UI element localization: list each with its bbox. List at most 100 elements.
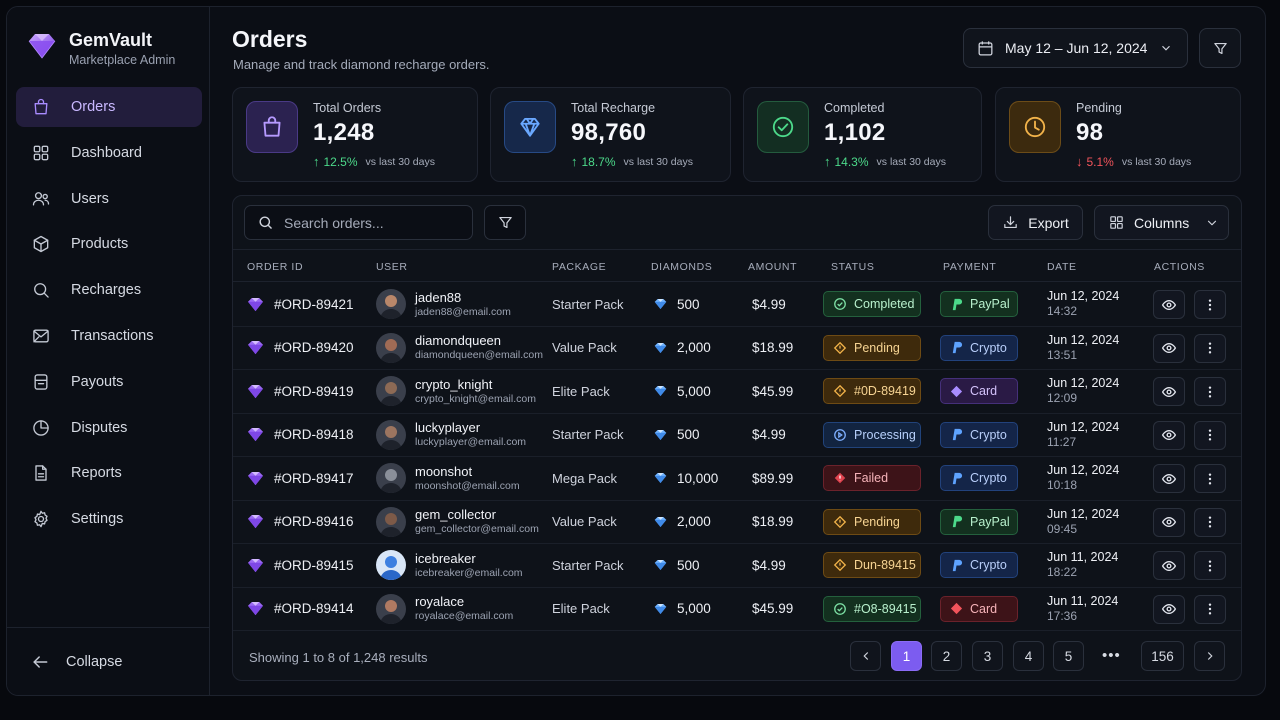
order-id[interactable]: #ORD-89415	[274, 557, 354, 573]
user-name[interactable]: moonshot	[415, 463, 473, 479]
export-button[interactable]: Export	[988, 205, 1083, 240]
diamond-icon	[654, 516, 667, 527]
more-actions-button[interactable]	[1194, 594, 1226, 624]
amount-cell: $45.99	[752, 588, 793, 631]
view-button[interactable]	[1153, 464, 1185, 493]
order-id[interactable]: #ORD-89417	[274, 470, 354, 486]
status-label: Dun-89415	[854, 558, 916, 573]
pie-icon	[33, 419, 49, 436]
order-id[interactable]: #ORD-89419	[274, 383, 354, 399]
sidebar-item-payouts[interactable]: Payouts	[16, 362, 202, 402]
date-range-picker[interactable]: May 12 – Jun 12, 2024	[963, 28, 1188, 68]
chevron-left-icon	[862, 652, 868, 660]
sidebar-item-settings[interactable]: Settings	[16, 499, 202, 539]
user-name[interactable]: crypto_knight	[415, 376, 493, 392]
sidebar-item-reports[interactable]: Reports	[16, 453, 202, 493]
sidebar-item-transactions[interactable]: Transactions	[16, 316, 202, 356]
user-name[interactable]: gem_collector	[415, 507, 496, 523]
table-row[interactable]: #ORD-89415 icebreaker icebreaker@email.com…	[233, 544, 1241, 588]
order-time: 10:18	[1047, 478, 1078, 493]
sidebar-item-recharges[interactable]: Recharges	[16, 270, 202, 310]
columns-button[interactable]: Columns	[1094, 205, 1229, 240]
col-header-package[interactable]: PACKAGE	[552, 261, 607, 273]
page-button-1[interactable]: 1	[891, 641, 922, 671]
page-button-3[interactable]: 3	[972, 641, 1003, 671]
more-actions-button[interactable]	[1194, 333, 1226, 363]
prev-page-button[interactable]	[850, 641, 881, 671]
sidebar-item-orders[interactable]: Orders	[16, 87, 202, 127]
filter-button[interactable]	[1199, 28, 1241, 68]
stat-value: 1,102	[824, 119, 886, 146]
col-header-amount[interactable]: AMOUNT	[748, 261, 798, 273]
view-button[interactable]	[1153, 551, 1185, 580]
col-header-date[interactable]: DATE	[1047, 261, 1077, 273]
pending-diamond-icon	[833, 559, 847, 572]
calendar-icon	[978, 40, 993, 55]
arrow-up-icon: ↑	[824, 154, 831, 169]
user-name[interactable]: jaden88	[415, 289, 462, 305]
view-button[interactable]	[1153, 420, 1185, 450]
brand[interactable]: GemVault Marketplace Admin	[25, 29, 175, 67]
order-id[interactable]: #ORD-89420	[274, 340, 354, 356]
view-button[interactable]	[1153, 377, 1185, 406]
chevron-down-icon	[1162, 45, 1171, 51]
order-time: 13:51	[1047, 347, 1078, 362]
table-filter-button[interactable]	[484, 205, 526, 240]
more-actions-button[interactable]	[1194, 464, 1226, 493]
shopping-bag-icon	[34, 98, 48, 115]
order-date: Jun 12, 2024	[1047, 463, 1120, 478]
table-row[interactable]: #ORD-89421 jaden88 jaden88@email.com Starte…	[233, 283, 1241, 327]
table-row[interactable]: #ORD-89414 royalace royalace@email.com Elit…	[233, 588, 1241, 631]
next-page-button[interactable]	[1194, 641, 1225, 671]
order-id[interactable]: #ORD-89421	[274, 296, 354, 312]
search-input[interactable]	[284, 214, 454, 231]
sidebar-item-disputes[interactable]: Disputes	[16, 408, 202, 448]
sidebar-item-label: Disputes	[71, 419, 128, 436]
user-name[interactable]: royalace	[415, 594, 465, 610]
page-button-last[interactable]: 156	[1141, 641, 1184, 671]
table-row[interactable]: #ORD-89417 moonshot moonshot@email.com Mega…	[233, 457, 1241, 501]
payment-label: Crypto	[970, 340, 1007, 355]
stat-icon-box	[504, 101, 556, 153]
col-header-status[interactable]: STATUS	[831, 261, 875, 273]
table-row[interactable]: #ORD-89420 diamondqueen diamondqueen@email…	[233, 327, 1241, 370]
view-button[interactable]	[1153, 290, 1185, 319]
col-header-payment[interactable]: PAYMENT	[943, 261, 997, 273]
more-actions-button[interactable]	[1194, 290, 1226, 319]
more-actions-button[interactable]	[1194, 507, 1226, 537]
crypto-icon	[952, 559, 963, 571]
table-row[interactable]: #ORD-89419 crypto_knight crypto_knight@ema…	[233, 370, 1241, 414]
page-button-2[interactable]: 2	[931, 641, 962, 671]
more-vertical-icon	[1208, 298, 1212, 311]
view-button[interactable]	[1153, 333, 1185, 363]
user-name[interactable]: icebreaker	[415, 550, 476, 566]
table-row[interactable]: #ORD-89416 gem_collector gem_collector@ema…	[233, 501, 1241, 544]
page-button-5[interactable]: 5	[1053, 641, 1084, 671]
payment-label: Crypto	[970, 427, 1007, 442]
sidebar-item-users[interactable]: Users	[16, 179, 202, 219]
user-name[interactable]: luckyplayer	[415, 420, 481, 436]
more-actions-button[interactable]	[1194, 377, 1226, 406]
order-id-cell: #ORD-89419	[247, 370, 354, 413]
col-header-user[interactable]: USER	[376, 261, 408, 273]
page-button-4[interactable]: 4	[1013, 641, 1044, 671]
col-header-order-id[interactable]: ORDER ID	[247, 261, 304, 273]
payment-badge: PayPal	[940, 291, 1018, 318]
order-id[interactable]: #ORD-89414	[274, 601, 354, 617]
table-row[interactable]: #ORD-89418 luckyplayer luckyplayer@email.c…	[233, 414, 1241, 457]
view-button[interactable]	[1153, 507, 1185, 537]
search-box[interactable]	[244, 205, 473, 240]
sidebar-item-dashboard[interactable]: Dashboard	[16, 133, 202, 173]
order-id[interactable]: #ORD-89418	[274, 427, 354, 443]
sidebar-item-label: Dashboard	[71, 144, 142, 161]
user-name[interactable]: diamondqueen	[415, 333, 502, 349]
sidebar-item-products[interactable]: Products	[16, 224, 202, 264]
more-vertical-icon	[1208, 559, 1212, 572]
diamond-icon	[248, 558, 263, 572]
collapse-button[interactable]: Collapse	[7, 627, 209, 695]
col-header-diamonds[interactable]: DIAMONDS	[651, 261, 713, 273]
more-actions-button[interactable]	[1194, 551, 1226, 580]
more-actions-button[interactable]	[1194, 420, 1226, 450]
view-button[interactable]	[1153, 594, 1185, 624]
order-id[interactable]: #ORD-89416	[274, 514, 354, 530]
